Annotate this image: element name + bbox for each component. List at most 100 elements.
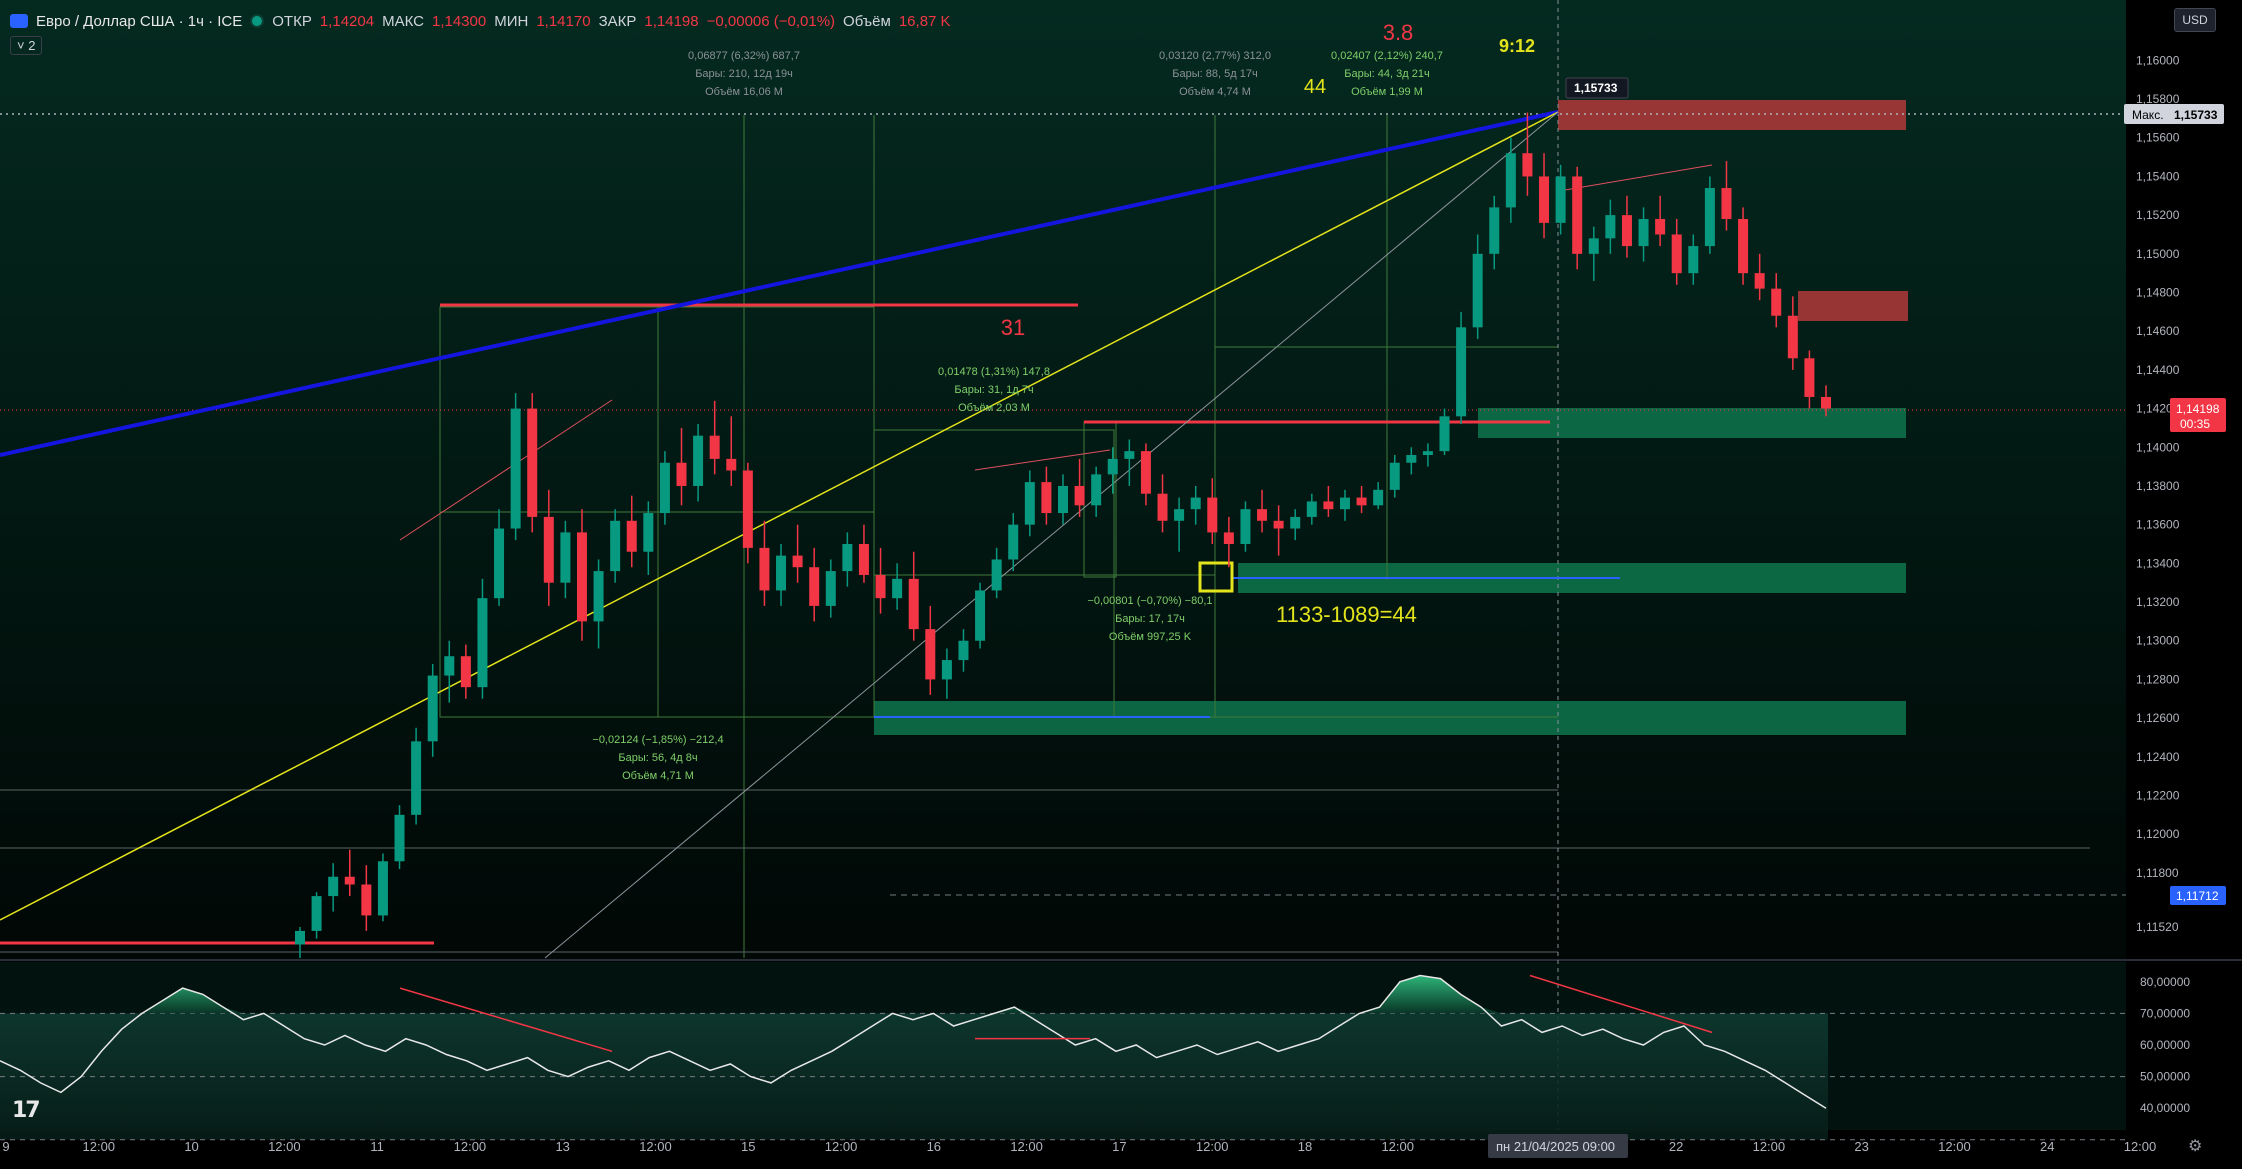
candle-body[interactable] (1804, 358, 1815, 397)
candle-body[interactable] (1472, 253, 1483, 328)
candle-body[interactable] (494, 528, 505, 599)
candle-body[interactable] (1273, 520, 1284, 529)
candle-body[interactable] (311, 896, 322, 931)
indicators-toggle-button[interactable]: ˅ 2 (10, 36, 43, 55)
candle-body[interactable] (892, 578, 903, 599)
candle-body[interactable] (527, 408, 538, 517)
candle-body[interactable] (460, 656, 471, 688)
candle-body[interactable] (543, 516, 554, 583)
candle-body[interactable] (1240, 509, 1251, 545)
candle-body[interactable] (1456, 327, 1467, 417)
candle-body[interactable] (444, 656, 455, 676)
blue-trend-line[interactable] (0, 110, 1559, 457)
candle-body[interactable] (1389, 462, 1400, 490)
candle-body[interactable] (477, 598, 488, 688)
candle-body[interactable] (792, 555, 803, 568)
candle-body[interactable] (875, 574, 886, 599)
candle-body[interactable] (1704, 188, 1715, 247)
candle-body[interactable] (1671, 234, 1682, 274)
candle-body[interactable] (776, 555, 787, 591)
candle-body[interactable] (1621, 215, 1632, 247)
candle-body[interactable] (1422, 451, 1433, 456)
price-axis[interactable]: 1,16000 1,15800 1,15600 1,15400 1,15200 1,150… (2136, 53, 2180, 934)
candle-body[interactable] (1821, 396, 1831, 409)
candle-body[interactable] (1041, 482, 1052, 514)
candle-body[interactable] (1555, 176, 1566, 223)
supply-zone-top[interactable] (1558, 100, 1906, 130)
candle-body[interactable] (1638, 218, 1649, 247)
candle-body[interactable] (975, 590, 986, 641)
candle-body[interactable] (941, 660, 952, 680)
candle-body[interactable] (610, 520, 621, 572)
candle-body[interactable] (1074, 485, 1085, 506)
red-thin-line-mid[interactable] (974, 449, 1111, 471)
candle-body[interactable] (809, 567, 820, 606)
candle-body[interactable] (1439, 416, 1450, 452)
candle-body[interactable] (1588, 238, 1599, 254)
candle-body[interactable] (659, 462, 670, 514)
supply-zone-right[interactable] (1798, 291, 1908, 321)
candle-body[interactable] (1655, 218, 1666, 235)
candle-body[interactable] (1339, 497, 1350, 510)
rsi-divergence-right[interactable] (1529, 974, 1713, 1034)
market-status-icon[interactable] (250, 14, 265, 28)
candle-body[interactable] (958, 640, 969, 661)
candle-body[interactable] (825, 571, 836, 606)
candle-body[interactable] (693, 435, 704, 486)
candle-body[interactable] (1754, 273, 1765, 289)
candle-body[interactable] (643, 513, 654, 552)
candle-body[interactable] (709, 435, 720, 459)
candle-body[interactable] (1721, 188, 1732, 219)
candle-body[interactable] (1058, 485, 1068, 514)
candle-body[interactable] (1505, 153, 1516, 208)
candle-body[interactable] (1008, 524, 1019, 560)
candle-body[interactable] (510, 408, 521, 529)
candle-body[interactable] (411, 741, 422, 815)
candle-body[interactable] (1605, 215, 1616, 239)
rsi-layer[interactable] (0, 974, 2126, 1141)
symbol-title[interactable]: Евро / Доллар США · 1ч · ICE (36, 12, 243, 30)
candle-body[interactable] (1124, 451, 1135, 459)
candle-body[interactable] (1223, 532, 1234, 545)
red-thin-line-right[interactable] (1564, 164, 1713, 191)
candle-body[interactable] (626, 520, 637, 552)
candle-body[interactable] (1107, 458, 1118, 475)
candle-body[interactable] (1787, 315, 1798, 359)
candle-body[interactable] (726, 458, 737, 471)
candle-body[interactable] (842, 544, 853, 572)
candle-body[interactable] (1572, 176, 1583, 254)
candle-body[interactable] (858, 544, 869, 575)
gray-trend-line[interactable] (544, 111, 1559, 959)
candle-body[interactable] (1140, 451, 1151, 494)
candle-body[interactable] (576, 532, 587, 622)
yellow-trend-line[interactable] (0, 111, 1559, 921)
time-axis[interactable]: 9 12:00 10 12:00 11 12:00 13 12:00 15 12:00 16 12:0… (2, 1139, 2156, 1154)
candle-body[interactable] (560, 532, 571, 583)
candle-body[interactable] (361, 884, 372, 916)
candle-body[interactable] (1539, 176, 1550, 223)
candle-body[interactable] (1771, 288, 1782, 316)
red-thin-line-left[interactable] (399, 399, 613, 541)
candle-body[interactable] (1489, 207, 1500, 254)
candle-body[interactable] (593, 571, 604, 622)
candle-body[interactable] (1257, 509, 1268, 521)
candle-body[interactable] (1174, 509, 1185, 521)
gear-icon[interactable]: ⚙ (2188, 1138, 2203, 1155)
rsi-axis[interactable]: 80,00000 70,00000 60,00000 50,00000 40,00000 (2140, 975, 2190, 1115)
candle-body[interactable] (1373, 489, 1384, 506)
candle-body[interactable] (1306, 501, 1317, 517)
currency-selector[interactable]: USD (2174, 8, 2216, 32)
candle-body[interactable] (1290, 516, 1301, 529)
candle-body[interactable] (1323, 501, 1334, 510)
candle-body[interactable] (991, 559, 1002, 591)
rsi-divergence-left[interactable] (399, 987, 613, 1053)
candle-body[interactable] (427, 675, 438, 742)
drawings-layer[interactable] (0, 0, 2126, 1130)
candle-body[interactable] (908, 578, 919, 630)
candle-body[interactable] (1738, 218, 1749, 274)
candle-body[interactable] (676, 462, 687, 486)
candle-body[interactable] (377, 861, 388, 916)
candle-body[interactable] (1356, 497, 1367, 506)
